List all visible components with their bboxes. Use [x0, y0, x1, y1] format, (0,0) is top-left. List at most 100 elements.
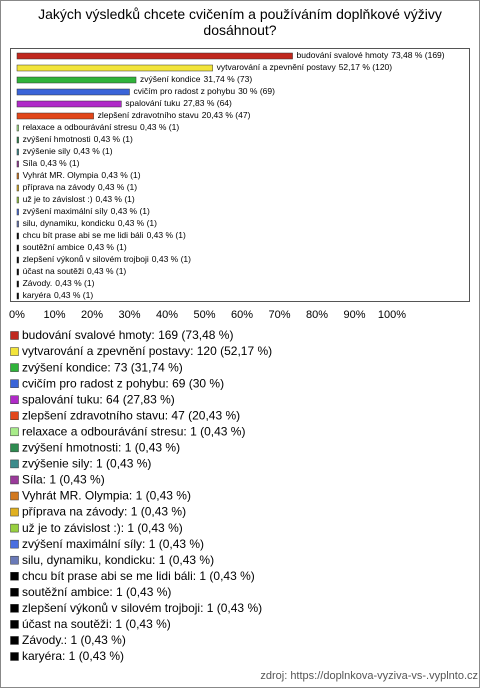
legend-swatch	[10, 395, 19, 404]
bar	[16, 136, 19, 144]
legend-label: příprava na závody: 1 (0,43 %)	[22, 505, 186, 519]
source: zdroj: https://doplnkova-vyziva-vs-.vypl…	[260, 670, 478, 682]
bar-category: spalování tuku	[125, 98, 180, 108]
legend-label: zvýšení hmotnosti: 1 (0,43 %)	[22, 441, 180, 455]
value-label: 0,43 % (1)	[98, 182, 137, 192]
bar	[16, 112, 94, 120]
bar-label: příprava na závody 0,43 % (1)	[23, 182, 138, 192]
bar-label: soutěžní ambice 0,43 % (1)	[23, 242, 127, 252]
legend-label: cvičím pro radost z pohybu: 69 (30 %)	[22, 376, 224, 390]
bar-label: zlepšení zdravotního stavu 20,43 % (47)	[98, 110, 251, 120]
legend-swatch	[10, 572, 19, 581]
legend-swatch	[10, 379, 19, 388]
legend-swatch	[10, 604, 19, 613]
bar	[16, 184, 19, 192]
bar	[16, 220, 19, 228]
bar-category: zvýšení hmotnosti	[23, 134, 91, 144]
x-tick-label: 90%	[343, 309, 365, 321]
value-label: 0,43 % (1)	[111, 206, 150, 216]
bar-label: už je to závislost :) 0,43 % (1)	[23, 194, 135, 204]
bar	[16, 76, 137, 84]
bar-label: Závody. 0,43 % (1)	[23, 278, 95, 288]
bar-label: chcu bít prase abi se me lidi báli 0,43 %…	[23, 230, 186, 240]
bar-category: zlepšení výkonů v silovém trojboji	[23, 254, 149, 264]
bar	[16, 64, 213, 72]
legend-swatch	[10, 588, 19, 597]
value-label: 0,43 % (1)	[152, 254, 191, 264]
value-label: 31,74 % (73)	[204, 74, 253, 84]
legend-swatch	[10, 652, 19, 661]
bar	[16, 160, 19, 168]
value-label: 0,43 % (1)	[147, 230, 186, 240]
bar-category: už je to závislost :)	[23, 194, 93, 204]
legend-swatch	[10, 507, 19, 517]
bar-label: cvičím pro radost z pohybu 30 % (69)	[134, 86, 276, 96]
legend-label: Vyhrát MR. Olympia: 1 (0,43 %)	[22, 489, 191, 503]
legend-label: zlepšení výkonů v silovém trojboji: 1 (0…	[22, 601, 262, 615]
value-label: 0,43 % (1)	[73, 146, 112, 156]
legend-label: vytvarování a zpevnění postavy: 120 (52,…	[22, 344, 272, 358]
legend-label: účast na soutěži: 1 (0,43 %)	[22, 617, 171, 631]
value-label: 0,43 % (1)	[101, 170, 140, 180]
bar-label: karyéra 0,43 % (1)	[23, 290, 94, 300]
bar	[16, 100, 122, 108]
x-tick-label: 0%	[9, 309, 25, 321]
bar	[16, 280, 19, 288]
bar	[16, 268, 19, 276]
legend-swatch	[10, 523, 19, 533]
bar-label: zvýšení maximální síly 0,43 % (1)	[23, 206, 150, 216]
legend-label: zlepšení zdravotního stavu: 47 (20,43 %)	[22, 408, 240, 422]
bar-label: spalování tuku 27,83 % (64)	[125, 98, 232, 108]
value-label: 30 % (69)	[238, 86, 275, 96]
legend-label: Závody.: 1 (0,43 %)	[22, 633, 126, 647]
bar-label: relaxace a odbourávání stresu 0,43 % (1)	[23, 122, 180, 132]
x-tick-label: 100%	[378, 309, 406, 321]
x-tick-label: 70%	[268, 309, 290, 321]
bar-label: budování svalové hmoty 73,48 % (169)	[297, 50, 445, 60]
value-label: 0,43 % (1)	[96, 194, 135, 204]
value-label: 27,83 % (64)	[183, 98, 232, 108]
bar-category: budování svalové hmoty	[297, 50, 389, 60]
legend-label: zvýšenie sily: 1 (0,43 %)	[22, 457, 151, 471]
bar-category: zvýšení maximální síly	[23, 206, 109, 216]
legend-swatch	[10, 491, 19, 501]
bar-category: vytvarování a zpevnění postavy	[217, 62, 337, 72]
legend-label: spalování tuku: 64 (27,83 %)	[22, 392, 175, 406]
bar-category: zvýšení kondice	[140, 74, 201, 84]
bar-category: Závody.	[23, 278, 53, 288]
bar-label: Vyhrát MR. Olympia 0,43 % (1)	[23, 170, 141, 180]
bar	[16, 88, 130, 96]
bar-category: relaxace a odbourávání stresu	[23, 122, 138, 132]
legend-swatch	[10, 427, 19, 437]
value-label: 0,43 % (1)	[40, 158, 79, 168]
value-label: 0,43 % (1)	[55, 278, 94, 288]
legend-swatch	[10, 620, 19, 629]
legend-swatch	[10, 475, 19, 485]
bar	[16, 208, 19, 216]
legend-label: zvýšení kondice: 73 (31,74 %)	[22, 360, 183, 374]
value-label: 0,43 % (1)	[140, 122, 179, 132]
legend-label: Síla: 1 (0,43 %)	[22, 473, 105, 487]
legend-swatch	[10, 411, 19, 420]
bar-label: silu, dynamiku, kondicku 0,43 % (1)	[23, 218, 158, 228]
bar	[16, 124, 19, 132]
value-label: 0,43 % (1)	[87, 266, 126, 276]
legend-swatch	[10, 331, 19, 340]
x-tick-label: 50%	[193, 309, 215, 321]
bar	[16, 148, 19, 156]
legend-swatch	[10, 459, 19, 469]
bar-category: Vyhrát MR. Olympia	[23, 170, 99, 180]
x-tick-label: 40%	[156, 309, 178, 321]
legend-label: relaxace a odbourávání stresu: 1 (0,43 %…	[22, 424, 245, 438]
legend-swatch	[10, 555, 19, 565]
x-tick-label: 60%	[231, 309, 253, 321]
bar-label: zvýšenie sily 0,43 % (1)	[23, 146, 113, 156]
bar-category: Síla	[23, 158, 38, 168]
legend-swatch	[10, 363, 19, 372]
bar-label: vytvarování a zpevnění postavy 52,17 % (1…	[217, 62, 393, 72]
legend-swatch	[10, 347, 19, 356]
bar	[16, 172, 19, 180]
legend-label: chcu bít prase abi se me lidi báli: 1 (0…	[22, 569, 255, 583]
bar	[16, 256, 19, 264]
